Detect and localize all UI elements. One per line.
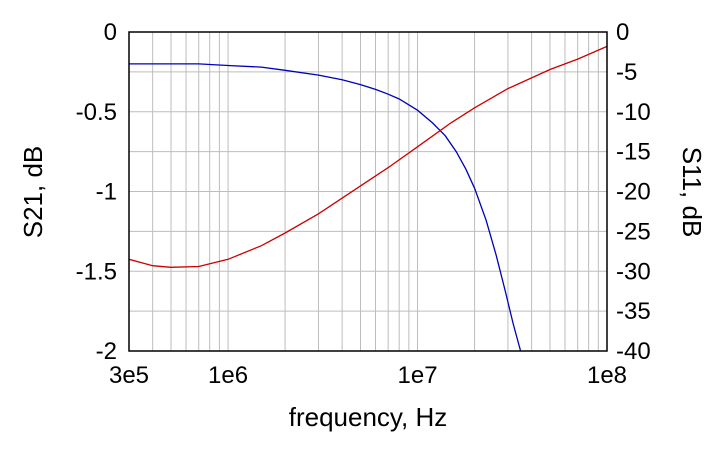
x-axis-title: frequency, Hz [289,402,447,432]
series-layer [129,45,607,351]
x-tick-label: 1e8 [587,362,627,389]
right-y-tick-label: -40 [616,338,651,365]
right-y-tick-label: -35 [616,298,651,325]
right-y-tick-label: -10 [616,99,651,126]
x-tick-label: 3e5 [109,362,149,389]
plot-frame [128,31,608,352]
left-y-tick-label: -0.5 [76,99,117,126]
s21-line [129,63,522,351]
right-y-tick-label: -20 [616,179,651,206]
right-y-tick-label: -15 [616,139,651,166]
right-y-axis-title: S11, dB [677,147,707,238]
tick-labels: 3e5 1e6 1e7 1e80-0.5-1-1.5-20-5-10-15-20-25… [76,19,651,389]
x-tick-label: 1e7 [398,362,438,389]
left-y-tick-label: -1.5 [76,258,117,285]
right-y-tick-label: -30 [616,258,651,285]
left-y-tick-label: -1 [96,179,117,206]
left-y-tick-label: 0 [104,19,117,46]
right-y-tick-label: 0 [616,19,629,46]
plot-border [128,31,608,352]
left-y-tick-label: -2 [96,338,117,365]
x-tick-label: 1e6 [208,362,248,389]
right-y-tick-label: -25 [616,218,651,245]
grid-lines [129,32,607,351]
right-y-tick-label: -5 [616,59,637,86]
left-y-axis-title: S21, dB [18,146,48,239]
s11-line [129,45,607,268]
